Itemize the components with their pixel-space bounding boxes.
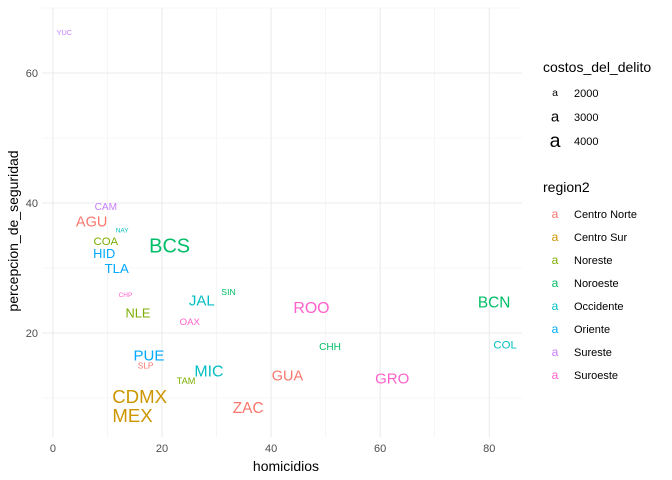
y-axis-title: percepcion_de_seguridad	[5, 150, 21, 311]
size-legend-label: 3000	[574, 112, 598, 124]
color-legend-label: Centro Norte	[574, 209, 637, 221]
color-legend-title: region2	[543, 179, 590, 195]
data-point-nay: NAY	[116, 227, 130, 234]
color-legend-key: a	[552, 276, 559, 290]
color-legend-key: a	[552, 230, 559, 244]
data-point-tla: TLA	[105, 261, 129, 276]
data-point-gua: GUA	[272, 369, 304, 385]
data-point-cam: CAM	[95, 202, 117, 213]
data-point-bcs: BCS	[149, 236, 190, 258]
data-point-cdmx: CDMX	[112, 386, 167, 407]
x-tick-label: 40	[265, 443, 277, 455]
data-point-agu: AGU	[76, 215, 107, 231]
plot-panel	[42, 7, 522, 437]
y-tick-label: 40	[26, 198, 38, 210]
color-legend-label: Noreste	[574, 255, 613, 267]
color-legend-key: a	[552, 299, 559, 313]
color-legend-key: a	[552, 345, 559, 359]
size-legend-key: a	[550, 130, 561, 152]
color-legend-key: a	[552, 253, 559, 267]
x-tick-label: 80	[483, 443, 495, 455]
data-point-slp: SLP	[138, 361, 154, 371]
color-legend-label: Noroeste	[574, 278, 619, 290]
data-point-hid: HID	[93, 246, 115, 261]
color-legend-label: Sureste	[574, 347, 612, 359]
size-legend-label: 4000	[574, 136, 598, 148]
y-tick-label: 60	[26, 68, 38, 80]
color-legend-key: a	[552, 368, 559, 382]
data-point-pue: PUE	[133, 347, 164, 364]
size-legend-label: 2000	[574, 88, 598, 100]
data-point-chp: CHP	[119, 292, 133, 299]
data-point-yuc: YUC	[57, 28, 72, 37]
x-axis-title: homicidios	[253, 458, 319, 474]
data-point-coa: COA	[93, 236, 118, 248]
data-point-jal: JAL	[189, 293, 215, 310]
data-point-bcn: BCN	[478, 295, 511, 312]
data-point-roo: ROO	[293, 300, 329, 317]
color-legend-label: Centro Sur	[574, 232, 628, 244]
data-point-col: COL	[493, 339, 516, 351]
data-point-tam: TAM	[177, 376, 196, 386]
data-point-chh: CHH	[319, 342, 341, 353]
x-tick-label: 0	[50, 443, 56, 455]
data-point-nle: NLE	[126, 305, 151, 320]
color-legend-label: Suroeste	[574, 370, 618, 382]
color-legend-label: Oriente	[574, 324, 610, 336]
y-tick-label: 20	[26, 328, 38, 340]
data-point-mex: MEX	[112, 405, 153, 426]
size-legend-key: a	[551, 109, 560, 126]
data-point-sin: SIN	[221, 287, 235, 297]
color-legend-label: Occidente	[574, 301, 624, 313]
x-tick-label: 20	[156, 443, 168, 455]
x-tick-label: 60	[374, 443, 386, 455]
color-legend-key: a	[552, 207, 559, 221]
color-legend-key: a	[552, 322, 559, 336]
data-point-gro: GRO	[375, 371, 409, 388]
axes: 0 20 40 60 80 20 40 60	[26, 68, 496, 455]
data-point-oax: OAX	[180, 317, 201, 328]
data-point-mic: MIC	[194, 364, 223, 381]
data-point-zac: ZAC	[233, 400, 264, 417]
size-legend-title: costos_del_delito	[543, 59, 651, 75]
size-legend-key: a	[552, 87, 558, 99]
